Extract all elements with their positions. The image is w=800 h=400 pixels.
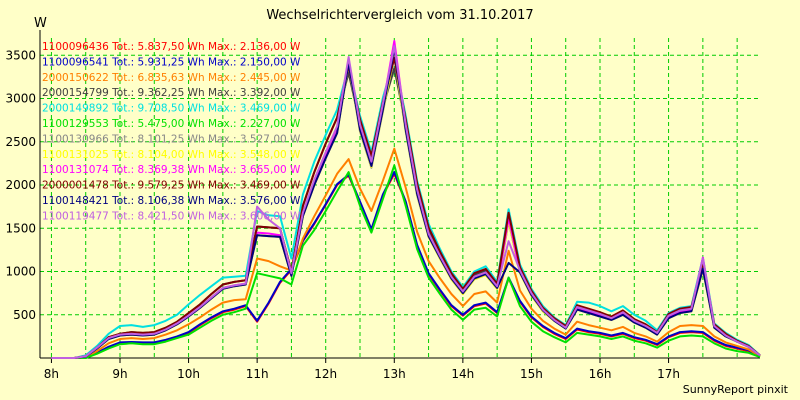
y-tick-label: 3500 xyxy=(5,48,36,62)
legend-entry-1100129553: 1100129553 Tot.: 5.475,00 Wh Max.: 2.227… xyxy=(42,118,301,130)
y-tick-label: 2000 xyxy=(5,178,36,192)
series-line-1100119477 xyxy=(51,45,761,359)
y-tick-label: 1000 xyxy=(5,265,36,279)
x-tick-label: 13h xyxy=(383,367,406,381)
x-tick-label: 8h xyxy=(44,367,59,381)
x-tick-label: 17h xyxy=(657,367,680,381)
legend-entry-2000149892: 2000149892 Tot.: 9.708,50 Wh Max.: 3.469… xyxy=(42,103,301,115)
legend-entry-1100131074: 1100131074 Tot.: 8.369,38 Wh Max.: 3.665… xyxy=(42,164,301,176)
legend-entry-2000154799: 2000154799 Tot.: 9.362,25 Wh Max.: 3.392… xyxy=(42,87,301,99)
x-tick-label: 14h xyxy=(451,367,474,381)
x-tick-label: 11h xyxy=(246,367,269,381)
legend: 1100096436 Tot.: 5.837,50 Wh Max.: 2.136… xyxy=(42,41,301,222)
legend-entry-1100130966: 1100130966 Tot.: 8.101,25 Wh Max.: 3.527… xyxy=(42,133,301,145)
y-tick-label: 500 xyxy=(13,308,36,322)
series-line-1100096541 xyxy=(51,171,761,359)
grid xyxy=(40,38,760,358)
y-tick-label: 3000 xyxy=(5,92,36,106)
x-tick-label: 15h xyxy=(520,367,543,381)
legend-entry-1100148421: 1100148421 Tot.: 8.106,38 Wh Max.: 3.576… xyxy=(42,195,301,207)
legend-entry-1100131025: 1100131025 Tot.: 8.104,00 Wh Max.: 3.548… xyxy=(42,149,301,161)
legend-entry-2000001478: 2000001478 Tot.: 9.579,25 Wh Max.: 3.469… xyxy=(42,180,301,192)
series-line-1100129553 xyxy=(51,164,761,359)
footer-credit: SunnyReport pinxit xyxy=(682,383,788,396)
axes: 500 1000 1500 2000 2500 3000 3500 8h 9h 10h 11h 12h… xyxy=(5,30,760,381)
x-tick-label: 16h xyxy=(589,367,612,381)
legend-entry-1100119477: 1100119477 Tot.: 8.421,50 Wh Max.: 3.606… xyxy=(42,210,301,222)
x-tick-label: 9h xyxy=(112,367,127,381)
series-line-2000150622 xyxy=(51,147,761,359)
x-tick-label: 10h xyxy=(177,367,200,381)
legend-entry-1100096541: 1100096541 Tot.: 5.931,25 Wh Max.: 2.150… xyxy=(42,56,301,68)
legend-entry-2000150622: 2000150622 Tot.: 6.835,63 Wh Max.: 2.445… xyxy=(42,72,301,84)
y-unit-label: W xyxy=(34,16,47,31)
legend-entry-1100096436: 1100096436 Tot.: 5.837,50 Wh Max.: 2.136… xyxy=(42,41,301,53)
y-tick-label: 1500 xyxy=(5,221,36,235)
x-tick-label: 12h xyxy=(314,367,337,381)
y-tick-label: 2500 xyxy=(5,135,36,149)
chart-title: Wechselrichtervergleich vom 31.10.2017 xyxy=(266,8,534,23)
series-lines xyxy=(51,40,761,359)
